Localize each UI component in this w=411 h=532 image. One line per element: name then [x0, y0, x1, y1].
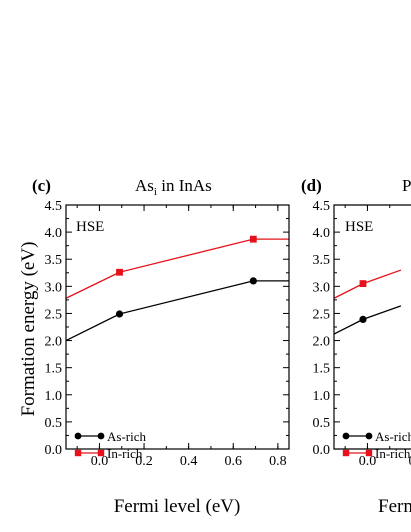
y-tick-label: 1.5 [45, 362, 63, 377]
y-tick-label: 2.0 [313, 335, 331, 350]
series-line-in-rich [65, 238, 289, 299]
data-point-in-rich [116, 268, 123, 276]
legend-marker-in-rich [74, 449, 82, 457]
legend-label-as-rich: As-rich [107, 429, 146, 444]
panel-c-ticks: 0.0 0.5 1.0 1.5 2.0 2.5 3.0 3.5 4.0 4.5 0.0 0.2 0.4 0… [45, 199, 289, 469]
y-tick-label: 4.5 [45, 199, 63, 214]
y-tick-label: 2.0 [45, 335, 63, 350]
data-point-as-rich [115, 310, 124, 318]
y-tick-label: 1.0 [45, 389, 63, 404]
panel-d-series [333, 269, 402, 335]
data-point-as-rich [359, 315, 367, 324]
panel-d-ticks: 0.0 0.5 1.0 1.5 2.0 2.5 3.0 3.5 4.0 4.5 0.0 0 [313, 199, 411, 469]
y-tick-label: 0.5 [45, 416, 63, 431]
series-line-as-rich [65, 280, 289, 342]
panel-c-title-subscript: i [154, 186, 157, 198]
y-tick-label: 4.0 [313, 226, 331, 241]
legend-marker-in-rich [97, 449, 105, 457]
panel-d-legend: As-rich In-rich [342, 429, 411, 461]
data-point-as-rich [249, 277, 257, 285]
y-tick-label: 3.0 [45, 280, 63, 295]
y-tick-label: 4.0 [45, 226, 63, 241]
panel-d-xlabel: Fermi level (eV) [378, 496, 411, 517]
panel-d-hse-annotation: HSE [345, 219, 373, 235]
legend-marker-in-rich [342, 449, 350, 457]
x-tick-label: 0.0 [359, 454, 377, 469]
y-tick-label: 2.5 [313, 307, 331, 322]
panel-c-series [65, 235, 289, 342]
legend-label-in-rich: In-rich [375, 446, 411, 461]
panel-c-label: (c) [32, 176, 51, 195]
panel-c-frame [65, 204, 290, 450]
series-line-as-rich [333, 305, 402, 335]
data-point-in-rich [249, 235, 257, 243]
panel-c-ylabel: Formation energy (eV) [18, 242, 39, 417]
panel-d-title: P [402, 176, 411, 195]
y-tick-label: 0.5 [313, 416, 331, 431]
x-tick-label: 0.0 [91, 454, 109, 469]
y-tick-label: 2.5 [45, 307, 63, 322]
x-tick-label: 0 [409, 454, 411, 469]
x-tick-label: 0.8 [269, 454, 287, 469]
panel-c-legend: As-rich In-rich [74, 429, 146, 461]
y-tick-label: 3.5 [45, 253, 63, 268]
panel-c-title-rest: in InAs [157, 176, 212, 195]
data-point-in-rich [359, 280, 367, 288]
legend-marker-in-rich [365, 449, 373, 457]
y-tick-label: 3.5 [313, 253, 331, 268]
panel-c: (c) Asi in InAs Formation energy (eV) Fe… [18, 176, 290, 517]
x-tick-label: 0.6 [225, 454, 243, 469]
legend-label-in-rich: In-rich [107, 446, 143, 461]
y-tick-label: 0.0 [45, 443, 63, 458]
legend-marker-as-rich [342, 432, 350, 440]
y-tick-label: 1.5 [313, 362, 331, 377]
panel-c-xlabel: Fermi level (eV) [114, 496, 241, 517]
x-tick-label: 0.4 [180, 454, 198, 469]
panel-c-title: Asi in InAs [135, 176, 212, 198]
panel-d-frame [333, 204, 411, 450]
series-line-in-rich [333, 269, 402, 299]
panel-d-label: (d) [301, 176, 322, 195]
y-tick-label: 4.5 [313, 199, 331, 214]
y-tick-label: 0.0 [313, 443, 331, 458]
panel-c-hse-annotation: HSE [76, 219, 104, 235]
legend-marker-as-rich [365, 432, 373, 440]
panel-d: (d) P Fermi level (eV) 0.0 0.5 1.0 1.5 2.0 2.… [301, 176, 411, 517]
legend-label-as-rich: As-rich [375, 429, 411, 444]
y-tick-label: 3.0 [313, 280, 331, 295]
legend-marker-as-rich [74, 432, 82, 440]
legend-marker-as-rich [97, 432, 105, 440]
x-tick-label: 0.2 [135, 454, 153, 469]
y-tick-label: 1.0 [313, 389, 331, 404]
panel-c-title-main: As [135, 176, 154, 195]
